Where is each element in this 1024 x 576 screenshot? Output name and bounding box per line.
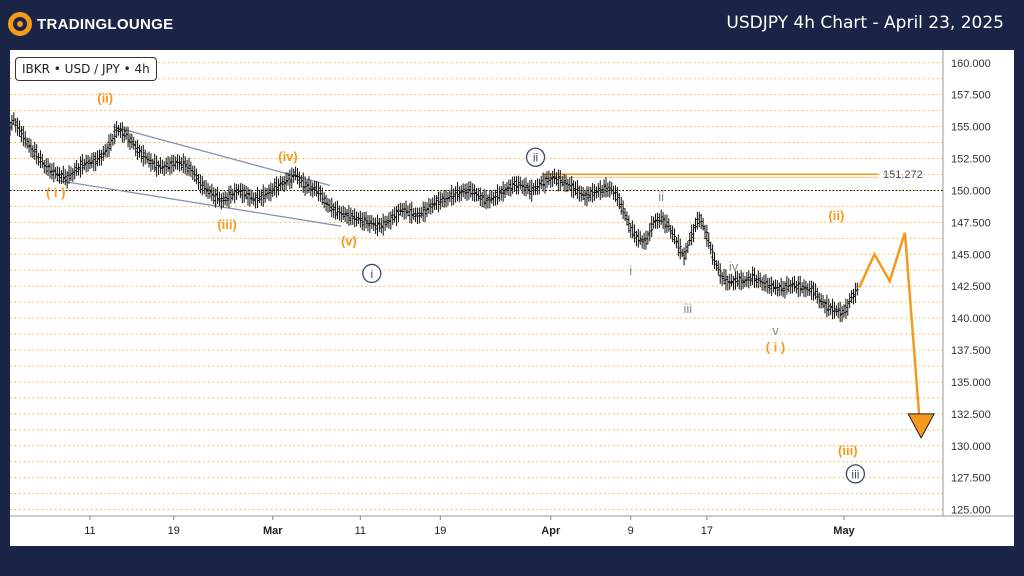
y-tick-label: 140.000 [951, 313, 991, 325]
wave-label: ii [658, 189, 664, 204]
y-tick-label: 155.000 [951, 122, 991, 134]
wave-label: (ii) [97, 91, 113, 106]
y-tick-label: 135.000 [951, 377, 991, 389]
y-tick-label: 157.500 [951, 90, 991, 102]
y-tick-label: 130.000 [951, 441, 991, 453]
y-tick-label: 125.000 [951, 505, 991, 517]
chart-area[interactable]: 160.000 157.500 155.000 152.500 150.000 147.5… [8, 50, 1014, 546]
x-tick-label: Mar [263, 525, 283, 537]
logo-text: TRADINGLOUNGE [37, 15, 174, 33]
y-tick-label: 127.500 [951, 473, 991, 485]
x-tick-label: 19 [168, 525, 180, 537]
wave-label-circle [525, 147, 546, 167]
wave-label-circle [362, 263, 382, 284]
y-tick-label: 147.500 [951, 217, 991, 229]
chart-title: USDJPY 4h Chart - April 23, 2025 [726, 13, 1004, 33]
price-chart[interactable]: 160.000 157.500 155.000 152.500 150.000 147.5… [8, 50, 1014, 546]
y-tick-label: 142.500 [951, 281, 991, 293]
wave-label: (v) [341, 234, 357, 249]
channel-line [55, 179, 342, 227]
tradinglounge-logo: TRADINGLOUNGE [8, 11, 173, 37]
wave-label: iii [851, 467, 859, 481]
projection-path [858, 232, 922, 429]
wave-label: iv [729, 259, 739, 274]
wave-label: iii [684, 301, 693, 316]
x-tick-label: 9 [628, 525, 634, 537]
wave-label: (iv) [278, 149, 298, 164]
wave-label: i [629, 263, 632, 278]
resistance-label: 151.272 [883, 169, 923, 181]
wave-label: (iii) [217, 217, 237, 232]
wave-label: (iii) [838, 443, 858, 458]
symbol-label[interactable]: IBKR • USD / JPY • 4h [15, 57, 157, 81]
x-tick-label: 19 [434, 525, 446, 537]
y-tick-label: 150.000 [951, 185, 991, 197]
wave-label: i [370, 267, 373, 281]
y-tick-label: 132.500 [951, 409, 991, 421]
x-tick-label: Apr [541, 525, 561, 537]
y-tick-label: 160.000 [951, 58, 991, 70]
wave-label: ii [533, 151, 538, 165]
y-tick-label: 152.500 [951, 154, 991, 166]
y-tick-label: 145.000 [951, 249, 991, 261]
wave-label: (ii) [828, 208, 844, 223]
wave-label: ( i ) [766, 339, 786, 354]
logo-icon [8, 12, 32, 36]
x-tick-label: 17 [701, 525, 713, 537]
projection-arrow [907, 413, 935, 439]
x-tick-label: 11 [355, 525, 366, 537]
x-tick-label: May [833, 525, 855, 537]
wave-label: v [772, 323, 779, 338]
x-tick-label: 11 [84, 525, 95, 537]
header-bar: TRADINGLOUNGE USDJPY 4h Chart - April 23… [0, 0, 1024, 48]
wave-label: ( i ) [46, 185, 66, 200]
wave-label-circle [845, 464, 866, 484]
y-tick-label: 137.500 [951, 345, 991, 357]
